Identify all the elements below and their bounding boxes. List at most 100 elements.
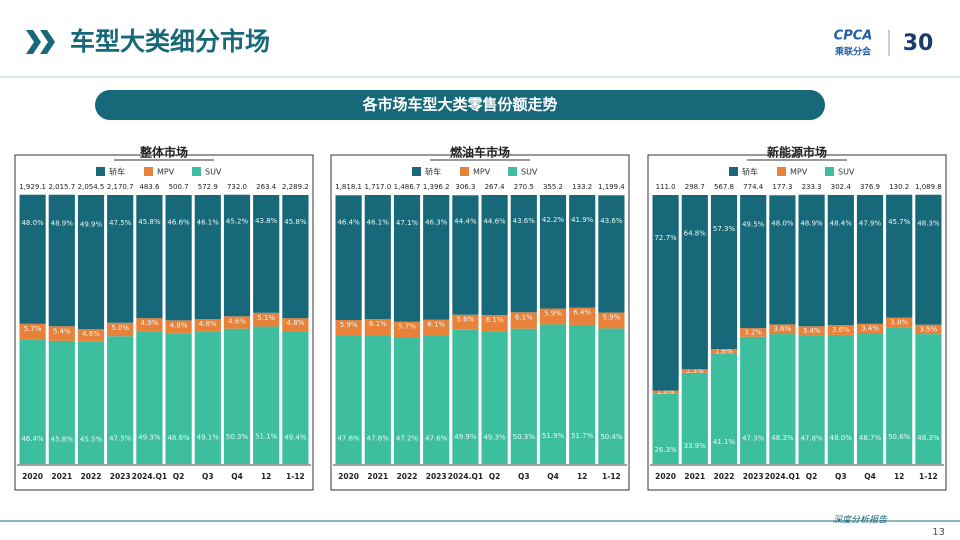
legend-label: MPV bbox=[473, 168, 491, 177]
data-label: 43.6% bbox=[600, 217, 623, 225]
bar-segment bbox=[598, 328, 625, 464]
data-label: 46.1% bbox=[197, 218, 220, 226]
total-label: 567.8 bbox=[714, 183, 734, 191]
data-label: 45.8% bbox=[284, 218, 307, 226]
bar-segment bbox=[282, 331, 309, 464]
bar-segment bbox=[915, 194, 942, 325]
bar-segment bbox=[19, 323, 46, 340]
bar-segment bbox=[423, 335, 450, 464]
panel-frame bbox=[330, 154, 630, 491]
bar-segment bbox=[223, 316, 251, 329]
bar-segment bbox=[19, 194, 46, 324]
bar-segment bbox=[393, 195, 421, 322]
x-tick-label: 1-12 bbox=[919, 472, 938, 481]
bar-segment bbox=[569, 324, 596, 464]
bar-segment bbox=[915, 334, 942, 464]
x-tick-label: 2022 bbox=[397, 472, 418, 481]
data-label: 3.4% bbox=[803, 327, 821, 335]
bar-segment bbox=[107, 195, 134, 323]
page-number: 13 bbox=[932, 527, 945, 538]
chart-title: 整体市场 bbox=[139, 145, 188, 160]
bar-segment bbox=[769, 324, 796, 335]
data-label: 46.6% bbox=[167, 219, 190, 227]
legend-label: MPV bbox=[157, 168, 175, 177]
total-label: 2,054.5 bbox=[78, 183, 105, 191]
x-tick-label: 2023 bbox=[743, 472, 764, 481]
bar-segment bbox=[652, 393, 679, 464]
data-label: 26.3% bbox=[654, 446, 677, 454]
data-label: 3.6% bbox=[774, 325, 792, 333]
banner bbox=[95, 90, 825, 120]
legend-swatch bbox=[825, 167, 834, 176]
data-label: 48.3% bbox=[917, 434, 940, 442]
bar-segment bbox=[827, 334, 854, 464]
total-label: 1,929.1 bbox=[19, 183, 46, 191]
data-label: 72.7% bbox=[654, 234, 677, 242]
data-label: 50.3% bbox=[513, 433, 536, 441]
data-label: 49.1% bbox=[197, 434, 220, 442]
data-label: 4.8% bbox=[170, 321, 188, 329]
data-label: 48.9% bbox=[51, 220, 74, 228]
data-label: 48.7% bbox=[859, 434, 882, 442]
bar-segment bbox=[827, 195, 854, 326]
data-label: 41.9% bbox=[571, 216, 594, 224]
data-label: 47.5% bbox=[109, 219, 132, 227]
data-label: 5.9% bbox=[544, 310, 562, 318]
bar-segment bbox=[827, 325, 854, 335]
legend-swatch bbox=[96, 167, 105, 176]
bar-segment bbox=[740, 336, 767, 464]
x-tick-label: 1-12 bbox=[602, 472, 621, 481]
legend-swatch bbox=[412, 167, 421, 176]
legend-label: SUV bbox=[521, 168, 538, 177]
data-label: 46.1% bbox=[367, 218, 390, 226]
data-label: 5.4% bbox=[53, 327, 71, 335]
bar-segment bbox=[539, 308, 567, 325]
bar-segment bbox=[510, 312, 537, 329]
total-label: 306.3 bbox=[455, 183, 475, 191]
anniversary: 30 bbox=[903, 31, 934, 56]
data-label: 48.4% bbox=[830, 220, 853, 228]
bar-segment bbox=[798, 326, 825, 336]
data-label: 48.0% bbox=[830, 434, 853, 442]
bar-segment bbox=[598, 312, 625, 329]
data-label: 44.4% bbox=[454, 218, 477, 226]
data-label: 6.1% bbox=[427, 321, 445, 329]
data-label: 48.3% bbox=[917, 219, 940, 227]
bar-segment bbox=[481, 195, 508, 315]
legend-label: MPV bbox=[790, 168, 808, 177]
bar-segment bbox=[423, 195, 450, 320]
data-label: 47.8% bbox=[367, 434, 390, 442]
data-label: 4.6% bbox=[82, 330, 100, 338]
data-label: 33.9% bbox=[684, 442, 707, 450]
bar-segment bbox=[510, 328, 537, 464]
total-label: 1,717.0 bbox=[364, 183, 391, 191]
data-label: 50.3% bbox=[226, 433, 249, 441]
footer-tagline: 深度分析报告 bbox=[833, 515, 888, 526]
bar-segment bbox=[681, 369, 708, 373]
data-label: 45.7% bbox=[888, 218, 911, 226]
data-label: 3.5% bbox=[920, 325, 938, 333]
panel-frame bbox=[647, 154, 947, 491]
x-tick-label: 12 bbox=[261, 472, 271, 481]
legend-swatch bbox=[144, 167, 153, 176]
x-tick-label: Q3 bbox=[518, 472, 530, 481]
x-tick-label: Q4 bbox=[231, 472, 243, 481]
data-label: 50.6% bbox=[888, 433, 911, 441]
data-label: 48.6% bbox=[167, 434, 190, 442]
total-label: 572.9 bbox=[198, 183, 218, 191]
data-label: 47.6% bbox=[337, 434, 360, 442]
bar-segment bbox=[481, 314, 508, 332]
data-label: 4.9% bbox=[141, 319, 159, 327]
data-label: 49.4% bbox=[284, 433, 307, 441]
legend-swatch bbox=[729, 167, 738, 176]
x-tick-label: 2024.Q1 bbox=[448, 472, 483, 481]
data-label: 48.9% bbox=[800, 220, 823, 228]
legend-swatch bbox=[192, 167, 201, 176]
data-label: 48.0% bbox=[21, 219, 44, 227]
bar-segment bbox=[282, 195, 309, 319]
logo-sub: 乘联分会 bbox=[834, 46, 872, 58]
data-label: 48.3% bbox=[771, 434, 794, 442]
x-tick-label: 2023 bbox=[426, 472, 447, 481]
data-label: 49.9% bbox=[80, 221, 103, 229]
